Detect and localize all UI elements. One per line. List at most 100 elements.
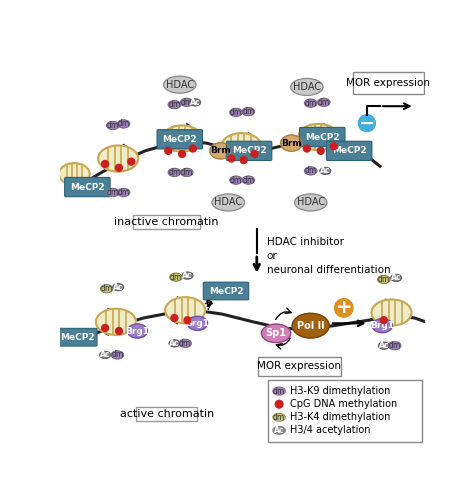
Text: dm: dm <box>168 100 181 109</box>
FancyBboxPatch shape <box>268 380 422 442</box>
Text: CpG DNA methylation: CpG DNA methylation <box>290 399 397 409</box>
Text: dm: dm <box>305 166 317 175</box>
Text: inactive chromatin: inactive chromatin <box>114 216 219 226</box>
FancyBboxPatch shape <box>137 408 197 421</box>
Ellipse shape <box>304 99 317 107</box>
Ellipse shape <box>210 143 231 159</box>
Ellipse shape <box>168 168 181 176</box>
Circle shape <box>330 143 337 150</box>
Ellipse shape <box>292 314 329 338</box>
Ellipse shape <box>281 135 302 151</box>
Circle shape <box>184 317 191 324</box>
Text: dm: dm <box>181 98 193 107</box>
Ellipse shape <box>182 272 193 279</box>
Text: MeCP2: MeCP2 <box>332 146 366 156</box>
Circle shape <box>335 298 353 317</box>
Circle shape <box>128 158 135 165</box>
Circle shape <box>380 317 387 324</box>
Ellipse shape <box>188 316 208 330</box>
Ellipse shape <box>372 300 411 326</box>
Text: MeCP2: MeCP2 <box>232 146 266 156</box>
Ellipse shape <box>294 194 327 211</box>
Circle shape <box>165 148 172 154</box>
Ellipse shape <box>318 98 330 106</box>
Circle shape <box>101 160 109 168</box>
Ellipse shape <box>291 78 323 96</box>
Circle shape <box>240 156 247 164</box>
Text: dm: dm <box>100 284 113 293</box>
Circle shape <box>303 145 310 152</box>
Text: Ac: Ac <box>320 166 330 175</box>
Ellipse shape <box>242 108 255 116</box>
Circle shape <box>171 314 178 322</box>
Ellipse shape <box>107 122 119 130</box>
Ellipse shape <box>273 426 285 434</box>
Ellipse shape <box>261 324 291 342</box>
Text: Brm: Brm <box>281 138 302 147</box>
Circle shape <box>275 400 283 408</box>
Text: MeCP2: MeCP2 <box>163 135 197 144</box>
Text: H3-K4 dimethylation: H3-K4 dimethylation <box>290 412 390 422</box>
Text: MeCP2: MeCP2 <box>209 286 243 296</box>
FancyBboxPatch shape <box>227 141 272 161</box>
Ellipse shape <box>190 99 201 106</box>
Text: HDAC: HDAC <box>293 82 321 92</box>
Ellipse shape <box>100 284 113 292</box>
Text: Brg1: Brg1 <box>185 319 210 328</box>
Text: Ac: Ac <box>379 341 389 350</box>
Text: dm: dm <box>318 98 330 107</box>
Ellipse shape <box>212 194 245 211</box>
Ellipse shape <box>107 188 119 196</box>
Ellipse shape <box>242 176 255 184</box>
Text: dm: dm <box>107 188 119 197</box>
Ellipse shape <box>96 308 136 335</box>
Ellipse shape <box>298 124 338 150</box>
Text: dm: dm <box>389 341 401 350</box>
Ellipse shape <box>378 276 390 283</box>
Ellipse shape <box>181 168 193 176</box>
Text: Ac: Ac <box>182 271 193 280</box>
FancyBboxPatch shape <box>300 128 345 146</box>
Text: Ac: Ac <box>190 98 201 107</box>
Text: Ac: Ac <box>274 426 284 435</box>
Text: Brm: Brm <box>210 146 231 156</box>
Ellipse shape <box>179 340 191 347</box>
Ellipse shape <box>230 108 242 116</box>
Text: MOR expression: MOR expression <box>257 362 341 372</box>
Ellipse shape <box>128 324 147 338</box>
Ellipse shape <box>113 284 124 290</box>
Text: dm: dm <box>170 272 182 281</box>
Ellipse shape <box>118 188 130 196</box>
Ellipse shape <box>181 98 193 106</box>
Circle shape <box>116 164 122 172</box>
Circle shape <box>358 114 375 132</box>
Text: ?: ? <box>205 300 212 314</box>
Text: MOR expression: MOR expression <box>346 78 430 88</box>
Circle shape <box>116 328 122 334</box>
Ellipse shape <box>372 318 392 332</box>
Text: dm: dm <box>273 386 285 396</box>
Text: HDAC: HDAC <box>297 198 325 207</box>
Ellipse shape <box>169 340 180 347</box>
Circle shape <box>101 324 109 332</box>
Ellipse shape <box>273 387 285 395</box>
Text: HDAC: HDAC <box>214 198 242 207</box>
FancyBboxPatch shape <box>353 72 424 94</box>
Ellipse shape <box>162 126 202 152</box>
Circle shape <box>190 145 196 152</box>
Circle shape <box>317 148 324 154</box>
Ellipse shape <box>111 351 124 359</box>
Text: dm: dm <box>378 275 390 284</box>
Ellipse shape <box>98 146 138 172</box>
Text: H3-K9 dimethylation: H3-K9 dimethylation <box>290 386 390 396</box>
FancyBboxPatch shape <box>257 357 341 376</box>
Text: H3/4 acetylation: H3/4 acetylation <box>290 426 370 436</box>
Ellipse shape <box>389 342 401 349</box>
Circle shape <box>179 150 185 158</box>
Text: dm: dm <box>242 176 255 184</box>
Text: Ac: Ac <box>113 282 123 292</box>
Text: Sp1: Sp1 <box>265 328 287 338</box>
Ellipse shape <box>378 342 389 349</box>
Circle shape <box>228 155 235 162</box>
Text: +: + <box>336 298 352 318</box>
